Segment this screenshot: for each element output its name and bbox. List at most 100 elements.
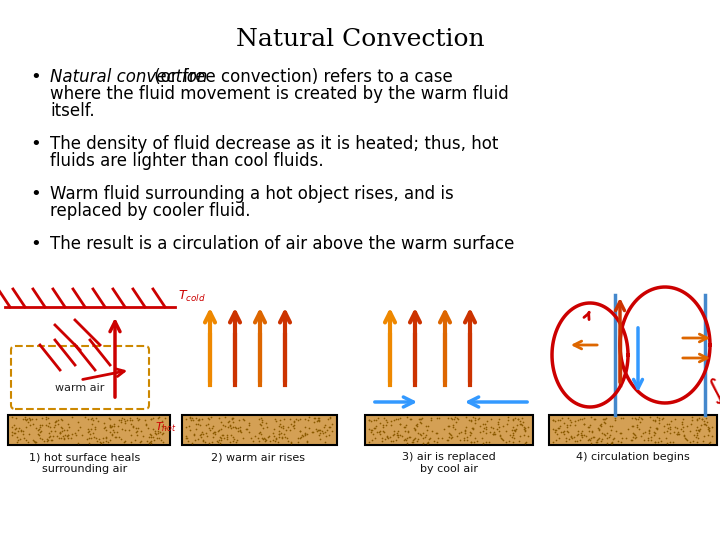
Point <box>675 424 686 433</box>
Point <box>6 413 18 422</box>
Point <box>691 438 703 447</box>
Point <box>601 434 613 442</box>
Point <box>478 424 490 433</box>
Point <box>392 431 403 440</box>
Point <box>56 427 68 435</box>
Point <box>461 432 472 441</box>
Point <box>106 421 117 430</box>
Point <box>595 422 607 431</box>
Point <box>605 438 616 447</box>
Point <box>157 429 168 438</box>
Point <box>300 430 311 438</box>
Point <box>89 424 101 433</box>
Point <box>667 438 679 447</box>
Point <box>410 426 421 435</box>
Point <box>324 413 336 422</box>
Point <box>703 426 715 435</box>
Text: (or free convection) refers to a case: (or free convection) refers to a case <box>149 68 453 86</box>
Point <box>53 415 64 424</box>
Text: •: • <box>30 68 41 86</box>
Text: •: • <box>30 235 41 253</box>
Point <box>235 428 246 436</box>
Point <box>35 421 46 430</box>
Point <box>635 414 647 423</box>
Point <box>552 430 563 438</box>
Point <box>274 416 286 424</box>
Point <box>194 420 205 429</box>
Point <box>680 434 692 443</box>
Point <box>324 422 336 431</box>
Point <box>377 434 388 442</box>
Point <box>631 422 642 431</box>
Point <box>261 436 272 444</box>
Point <box>649 428 660 436</box>
Point <box>588 415 600 423</box>
Point <box>190 414 202 423</box>
Point <box>412 420 423 429</box>
Point <box>181 434 193 443</box>
Point <box>395 420 406 429</box>
Point <box>384 436 396 445</box>
Point <box>601 438 613 447</box>
Point <box>643 427 654 436</box>
Point <box>564 435 575 443</box>
Point <box>510 426 521 435</box>
Point <box>200 429 212 437</box>
Point <box>222 435 233 443</box>
Point <box>443 422 454 430</box>
Point <box>420 422 432 430</box>
Point <box>569 436 580 445</box>
Point <box>509 413 521 422</box>
Point <box>422 422 433 430</box>
Point <box>426 413 437 422</box>
Point <box>319 428 330 436</box>
Point <box>219 413 230 422</box>
Point <box>55 434 67 442</box>
Point <box>282 422 294 431</box>
Point <box>317 429 328 438</box>
Point <box>576 427 588 435</box>
Point <box>582 435 594 444</box>
Point <box>464 428 476 436</box>
Point <box>574 415 585 424</box>
Point <box>649 415 661 424</box>
Point <box>293 434 305 442</box>
Point <box>185 415 197 424</box>
Point <box>381 415 392 424</box>
Point <box>222 417 234 426</box>
Point <box>308 413 320 422</box>
Point <box>686 413 698 422</box>
Point <box>240 425 252 434</box>
Point <box>412 422 423 431</box>
Point <box>372 414 384 422</box>
Point <box>367 430 379 438</box>
Point <box>108 428 120 436</box>
Point <box>268 429 279 437</box>
Point <box>608 434 620 442</box>
Point <box>676 418 688 427</box>
Point <box>256 429 267 438</box>
Point <box>299 422 310 431</box>
Point <box>369 424 381 433</box>
Point <box>585 421 596 430</box>
Point <box>520 423 531 432</box>
Point <box>449 424 461 433</box>
Point <box>203 424 215 433</box>
Bar <box>8 415 170 445</box>
Point <box>431 438 443 447</box>
Point <box>310 424 322 433</box>
Point <box>604 422 616 430</box>
Point <box>401 421 413 430</box>
Point <box>224 421 235 430</box>
Point <box>119 417 130 426</box>
Bar <box>549 415 717 445</box>
Point <box>583 435 595 443</box>
Point <box>576 431 588 440</box>
Point <box>488 429 500 438</box>
Point <box>606 426 617 434</box>
Point <box>477 427 488 436</box>
Point <box>285 438 297 447</box>
Point <box>282 436 294 445</box>
Point <box>304 424 315 433</box>
Point <box>222 423 234 431</box>
